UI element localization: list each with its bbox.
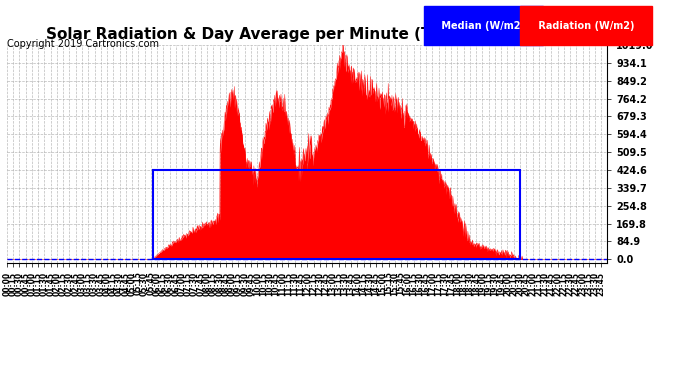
Text: Median (W/m2): Median (W/m2)	[438, 21, 529, 31]
Text: Copyright 2019 Cartronics.com: Copyright 2019 Cartronics.com	[7, 39, 159, 50]
Bar	[153, 170, 520, 260]
Text: Radiation (W/m2): Radiation (W/m2)	[535, 21, 638, 31]
Title: Solar Radiation & Day Average per Minute (Today) 20190721: Solar Radiation & Day Average per Minute…	[46, 27, 568, 42]
